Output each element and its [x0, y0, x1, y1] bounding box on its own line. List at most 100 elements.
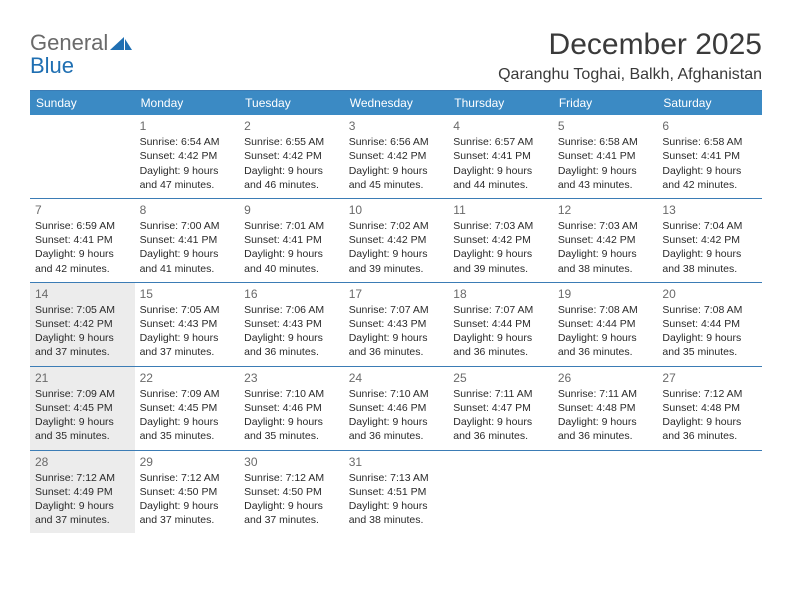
- day-info: Sunrise: 7:12 AMSunset: 4:48 PMDaylight:…: [662, 387, 757, 444]
- calendar-cell: 3Sunrise: 6:56 AMSunset: 4:42 PMDaylight…: [344, 115, 449, 199]
- calendar-cell: 23Sunrise: 7:10 AMSunset: 4:46 PMDayligh…: [239, 367, 344, 451]
- calendar-cell: 5Sunrise: 6:58 AMSunset: 4:41 PMDaylight…: [553, 115, 658, 199]
- calendar-cell: 27Sunrise: 7:12 AMSunset: 4:48 PMDayligh…: [657, 367, 762, 451]
- logo-text: General Blue: [30, 32, 132, 77]
- day-number: 6: [662, 118, 757, 134]
- day-number: 22: [140, 370, 235, 386]
- day-number: 21: [35, 370, 130, 386]
- day-info: Sunrise: 6:58 AMSunset: 4:41 PMDaylight:…: [558, 135, 653, 192]
- calendar-cell: [553, 451, 658, 534]
- day-info: Sunrise: 6:54 AMSunset: 4:42 PMDaylight:…: [140, 135, 235, 192]
- logo-word-general: General: [30, 30, 108, 55]
- weekday-header: Monday: [135, 91, 240, 115]
- day-info: Sunrise: 7:12 AMSunset: 4:49 PMDaylight:…: [35, 471, 130, 528]
- weekday-header: Sunday: [30, 91, 135, 115]
- day-number: 4: [453, 118, 548, 134]
- day-number: 1: [140, 118, 235, 134]
- calendar-cell: 18Sunrise: 7:07 AMSunset: 4:44 PMDayligh…: [448, 283, 553, 367]
- day-number: 27: [662, 370, 757, 386]
- day-info: Sunrise: 7:06 AMSunset: 4:43 PMDaylight:…: [244, 303, 339, 360]
- day-number: 26: [558, 370, 653, 386]
- day-number: 7: [35, 202, 130, 218]
- calendar-cell: 4Sunrise: 6:57 AMSunset: 4:41 PMDaylight…: [448, 115, 553, 199]
- day-number: 10: [349, 202, 444, 218]
- day-info: Sunrise: 7:02 AMSunset: 4:42 PMDaylight:…: [349, 219, 444, 276]
- day-info: Sunrise: 7:13 AMSunset: 4:51 PMDaylight:…: [349, 471, 444, 528]
- day-info: Sunrise: 7:12 AMSunset: 4:50 PMDaylight:…: [140, 471, 235, 528]
- day-info: Sunrise: 7:07 AMSunset: 4:44 PMDaylight:…: [453, 303, 548, 360]
- page-title: December 2025: [498, 28, 762, 62]
- day-number: 20: [662, 286, 757, 302]
- day-number: 3: [349, 118, 444, 134]
- day-info: Sunrise: 7:11 AMSunset: 4:47 PMDaylight:…: [453, 387, 548, 444]
- day-info: Sunrise: 7:00 AMSunset: 4:41 PMDaylight:…: [140, 219, 235, 276]
- day-info: Sunrise: 7:04 AMSunset: 4:42 PMDaylight:…: [662, 219, 757, 276]
- calendar-cell: 29Sunrise: 7:12 AMSunset: 4:50 PMDayligh…: [135, 451, 240, 534]
- calendar-cell: 12Sunrise: 7:03 AMSunset: 4:42 PMDayligh…: [553, 199, 658, 283]
- calendar-cell: 19Sunrise: 7:08 AMSunset: 4:44 PMDayligh…: [553, 283, 658, 367]
- day-number: 14: [35, 286, 130, 302]
- day-info: Sunrise: 7:08 AMSunset: 4:44 PMDaylight:…: [558, 303, 653, 360]
- day-number: 25: [453, 370, 548, 386]
- calendar-cell: 28Sunrise: 7:12 AMSunset: 4:49 PMDayligh…: [30, 451, 135, 534]
- day-info: Sunrise: 6:59 AMSunset: 4:41 PMDaylight:…: [35, 219, 130, 276]
- day-info: Sunrise: 7:09 AMSunset: 4:45 PMDaylight:…: [35, 387, 130, 444]
- calendar-cell: 16Sunrise: 7:06 AMSunset: 4:43 PMDayligh…: [239, 283, 344, 367]
- day-info: Sunrise: 7:05 AMSunset: 4:42 PMDaylight:…: [35, 303, 130, 360]
- day-number: 18: [453, 286, 548, 302]
- calendar-page: General Blue December 2025 Qaranghu Togh…: [0, 0, 792, 551]
- weekday-header: Tuesday: [239, 91, 344, 115]
- day-info: Sunrise: 7:10 AMSunset: 4:46 PMDaylight:…: [244, 387, 339, 444]
- calendar-cell: 22Sunrise: 7:09 AMSunset: 4:45 PMDayligh…: [135, 367, 240, 451]
- day-info: Sunrise: 7:09 AMSunset: 4:45 PMDaylight:…: [140, 387, 235, 444]
- calendar-cell: [448, 451, 553, 534]
- day-number: 8: [140, 202, 235, 218]
- day-number: 31: [349, 454, 444, 470]
- day-number: 9: [244, 202, 339, 218]
- day-number: 16: [244, 286, 339, 302]
- weekday-header: Thursday: [448, 91, 553, 115]
- logo: General Blue: [30, 32, 132, 77]
- calendar-cell: [657, 451, 762, 534]
- calendar-cell: 13Sunrise: 7:04 AMSunset: 4:42 PMDayligh…: [657, 199, 762, 283]
- day-info: Sunrise: 7:07 AMSunset: 4:43 PMDaylight:…: [349, 303, 444, 360]
- calendar-cell: 24Sunrise: 7:10 AMSunset: 4:46 PMDayligh…: [344, 367, 449, 451]
- day-info: Sunrise: 7:11 AMSunset: 4:48 PMDaylight:…: [558, 387, 653, 444]
- day-number: 28: [35, 454, 130, 470]
- day-info: Sunrise: 6:57 AMSunset: 4:41 PMDaylight:…: [453, 135, 548, 192]
- calendar-cell: 30Sunrise: 7:12 AMSunset: 4:50 PMDayligh…: [239, 451, 344, 534]
- day-info: Sunrise: 7:12 AMSunset: 4:50 PMDaylight:…: [244, 471, 339, 528]
- day-number: 19: [558, 286, 653, 302]
- day-number: 5: [558, 118, 653, 134]
- day-info: Sunrise: 7:10 AMSunset: 4:46 PMDaylight:…: [349, 387, 444, 444]
- weekday-header: Saturday: [657, 91, 762, 115]
- day-info: Sunrise: 7:05 AMSunset: 4:43 PMDaylight:…: [140, 303, 235, 360]
- calendar-cell: 17Sunrise: 7:07 AMSunset: 4:43 PMDayligh…: [344, 283, 449, 367]
- header-right: December 2025 Qaranghu Toghai, Balkh, Af…: [498, 28, 762, 84]
- day-info: Sunrise: 6:56 AMSunset: 4:42 PMDaylight:…: [349, 135, 444, 192]
- calendar-cell: [30, 115, 135, 199]
- calendar-cell: 25Sunrise: 7:11 AMSunset: 4:47 PMDayligh…: [448, 367, 553, 451]
- calendar-grid: SundayMondayTuesdayWednesdayThursdayFrid…: [30, 90, 762, 533]
- day-number: 15: [140, 286, 235, 302]
- calendar-cell: 10Sunrise: 7:02 AMSunset: 4:42 PMDayligh…: [344, 199, 449, 283]
- calendar-cell: 6Sunrise: 6:58 AMSunset: 4:41 PMDaylight…: [657, 115, 762, 199]
- calendar-cell: 31Sunrise: 7:13 AMSunset: 4:51 PMDayligh…: [344, 451, 449, 534]
- calendar-cell: 1Sunrise: 6:54 AMSunset: 4:42 PMDaylight…: [135, 115, 240, 199]
- day-info: Sunrise: 7:01 AMSunset: 4:41 PMDaylight:…: [244, 219, 339, 276]
- day-number: 11: [453, 202, 548, 218]
- calendar-cell: 8Sunrise: 7:00 AMSunset: 4:41 PMDaylight…: [135, 199, 240, 283]
- day-info: Sunrise: 6:55 AMSunset: 4:42 PMDaylight:…: [244, 135, 339, 192]
- day-info: Sunrise: 7:08 AMSunset: 4:44 PMDaylight:…: [662, 303, 757, 360]
- calendar-cell: 11Sunrise: 7:03 AMSunset: 4:42 PMDayligh…: [448, 199, 553, 283]
- day-number: 12: [558, 202, 653, 218]
- weekday-header: Friday: [553, 91, 658, 115]
- header: General Blue December 2025 Qaranghu Togh…: [30, 28, 762, 84]
- calendar-cell: 26Sunrise: 7:11 AMSunset: 4:48 PMDayligh…: [553, 367, 658, 451]
- calendar-cell: 21Sunrise: 7:09 AMSunset: 4:45 PMDayligh…: [30, 367, 135, 451]
- day-info: Sunrise: 7:03 AMSunset: 4:42 PMDaylight:…: [453, 219, 548, 276]
- day-number: 2: [244, 118, 339, 134]
- calendar-cell: 15Sunrise: 7:05 AMSunset: 4:43 PMDayligh…: [135, 283, 240, 367]
- calendar-cell: 20Sunrise: 7:08 AMSunset: 4:44 PMDayligh…: [657, 283, 762, 367]
- day-number: 17: [349, 286, 444, 302]
